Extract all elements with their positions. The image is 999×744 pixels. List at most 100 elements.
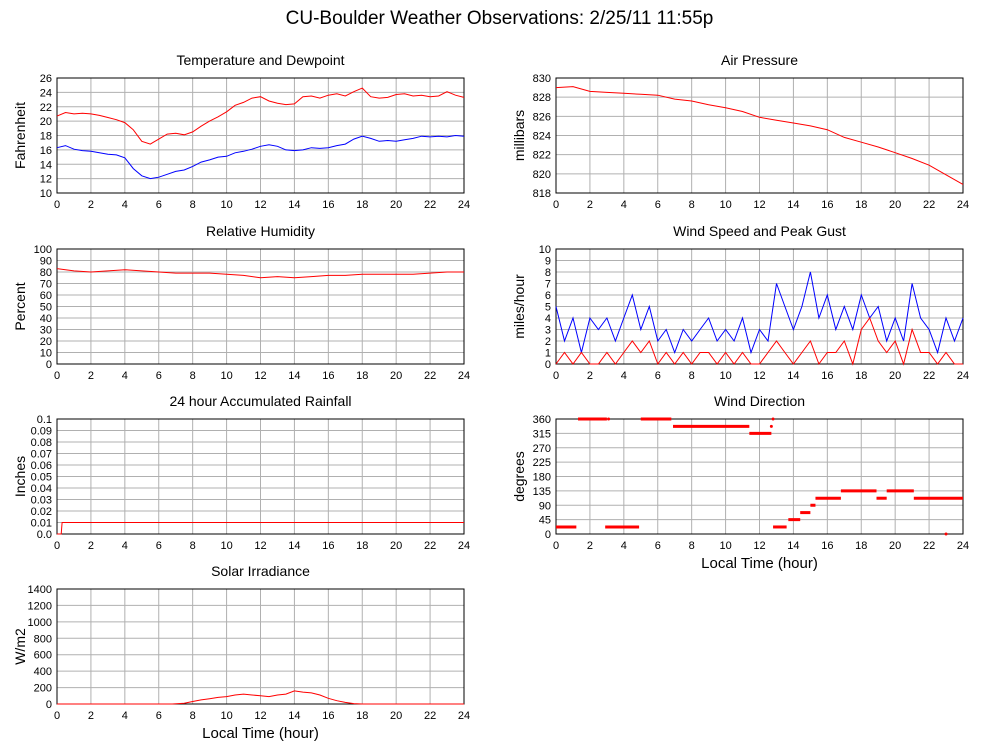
- wind-xtick-label: 2: [587, 370, 593, 382]
- solar-xtick-label: 22: [424, 710, 436, 722]
- direction-direction-point: [771, 417, 775, 421]
- temp-ytick-label: 24: [40, 87, 52, 99]
- humidity-ytick-label: 50: [40, 302, 52, 314]
- wind-ytick-label: 2: [545, 336, 551, 348]
- humidity-xtick-label: 0: [54, 370, 60, 382]
- rain-ytick-label: 0.04: [31, 483, 52, 495]
- wind-xtick-label: 16: [821, 370, 833, 382]
- solar-xtick-label: 24: [458, 710, 470, 722]
- wind-ytick-label: 5: [545, 302, 551, 314]
- temp-xtick-label: 22: [424, 199, 436, 211]
- humidity-xtick-label: 24: [458, 370, 470, 382]
- pressure-ytick-label: 820: [533, 169, 551, 181]
- wind-ytick-label: 10: [539, 244, 551, 256]
- temp-ytick-label: 20: [40, 116, 52, 128]
- solar-xtick-label: 4: [122, 710, 128, 722]
- temp-plot-frame: [56, 77, 465, 194]
- direction-direction-point: [607, 417, 611, 421]
- solar-xtick-label: 6: [156, 710, 162, 722]
- rain-ytick-label: 0.0: [37, 529, 52, 541]
- temp-xtick-label: 6: [156, 199, 162, 211]
- wind-ylabel: miles/hour: [511, 274, 527, 339]
- direction-xtick-label: 14: [787, 540, 799, 552]
- rain-ytick-label: 0.1: [37, 414, 52, 426]
- humidity-ytick-label: 40: [40, 313, 52, 325]
- direction-xtick-label: 12: [753, 540, 765, 552]
- humidity-ytick-label: 90: [40, 256, 52, 268]
- pressure-xtick-label: 12: [753, 199, 765, 211]
- direction-title: Wind Direction: [714, 393, 805, 409]
- humidity-ytick-label: 30: [40, 325, 52, 337]
- wind-ytick-label: 7: [545, 279, 551, 291]
- solar-ylabel: W/m2: [12, 628, 28, 665]
- rain-ytick-label: 0.02: [31, 506, 52, 518]
- pressure-xtick-label: 8: [689, 199, 695, 211]
- pressure-ytick-label: 822: [533, 150, 551, 162]
- solar-xtick-label: 2: [88, 710, 94, 722]
- direction-direction-point: [944, 532, 948, 536]
- solar-ytick-label: 800: [34, 633, 52, 645]
- temp-xtick-label: 8: [190, 199, 196, 211]
- wind-xtick-label: 14: [787, 370, 799, 382]
- direction-ytick-label: 135: [533, 486, 551, 498]
- direction-xtick-label: 4: [621, 540, 627, 552]
- pressure-xtick-label: 24: [957, 199, 969, 211]
- direction-ytick-label: 270: [533, 443, 551, 455]
- solar-plot-frame: [56, 588, 465, 705]
- direction-ytick-label: 90: [539, 500, 551, 512]
- solar-ytick-label: 1400: [28, 584, 52, 596]
- temp-series-line-red: [56, 87, 465, 145]
- temp-ylabel: Fahrenheit: [12, 102, 28, 169]
- rain-xtick-label: 8: [190, 540, 196, 552]
- humidity-xtick-label: 18: [356, 370, 368, 382]
- humidity-series-line-red: [56, 268, 464, 279]
- wind-xtick-label: 0: [553, 370, 559, 382]
- humidity-xtick-label: 20: [390, 370, 402, 382]
- wind-xtick-label: 6: [655, 370, 661, 382]
- humidity-ytick-label: 100: [34, 244, 52, 256]
- temp-xtick-label: 20: [390, 199, 402, 211]
- humidity-xtick-label: 12: [254, 370, 266, 382]
- pressure-xtick-label: 4: [621, 199, 627, 211]
- temp-ytick-label: 14: [40, 159, 52, 171]
- wind-ytick-label: 9: [545, 256, 551, 268]
- direction-xtick-label: 20: [889, 540, 901, 552]
- wind-xtick-label: 10: [719, 370, 731, 382]
- temp-ytick-label: 16: [40, 145, 52, 157]
- temp-xtick-label: 12: [254, 199, 266, 211]
- humidity-xtick-label: 2: [88, 370, 94, 382]
- pressure-xtick-label: 20: [889, 199, 901, 211]
- wind-xtick-label: 18: [855, 370, 867, 382]
- pressure-title: Air Pressure: [721, 52, 798, 68]
- direction-ytick-label: 45: [539, 515, 551, 527]
- wind-series-line-blue: [555, 271, 964, 355]
- temp-series-line-blue: [56, 134, 465, 180]
- temp-ytick-label: 10: [40, 188, 52, 200]
- temp-xtick-label: 0: [54, 199, 60, 211]
- wind-series-line-red: [555, 316, 963, 366]
- pressure-xtick-label: 16: [821, 199, 833, 211]
- temp-xtick-label: 24: [458, 199, 470, 211]
- solar-xtick-label: 16: [322, 710, 334, 722]
- direction-xtick-label: 0: [553, 540, 559, 552]
- solar-xtick-label: 18: [356, 710, 368, 722]
- temp-ytick-label: 18: [40, 131, 52, 143]
- humidity-xtick-label: 10: [220, 370, 232, 382]
- rain-xtick-label: 0: [54, 540, 60, 552]
- solar-title: Solar Irradiance: [211, 563, 310, 579]
- rain-xtick-label: 12: [254, 540, 266, 552]
- temp-ytick-label: 22: [40, 102, 52, 114]
- pressure-ytick-label: 824: [533, 131, 551, 143]
- temp-xtick-label: 10: [220, 199, 232, 211]
- humidity-xtick-label: 14: [288, 370, 300, 382]
- direction-xtick-label: 24: [957, 540, 969, 552]
- direction-ylabel: degrees: [511, 451, 527, 502]
- rain-xtick-label: 22: [424, 540, 436, 552]
- pressure-xtick-label: 22: [923, 199, 935, 211]
- wind-ytick-label: 6: [545, 290, 551, 302]
- rain-xtick-label: 4: [122, 540, 128, 552]
